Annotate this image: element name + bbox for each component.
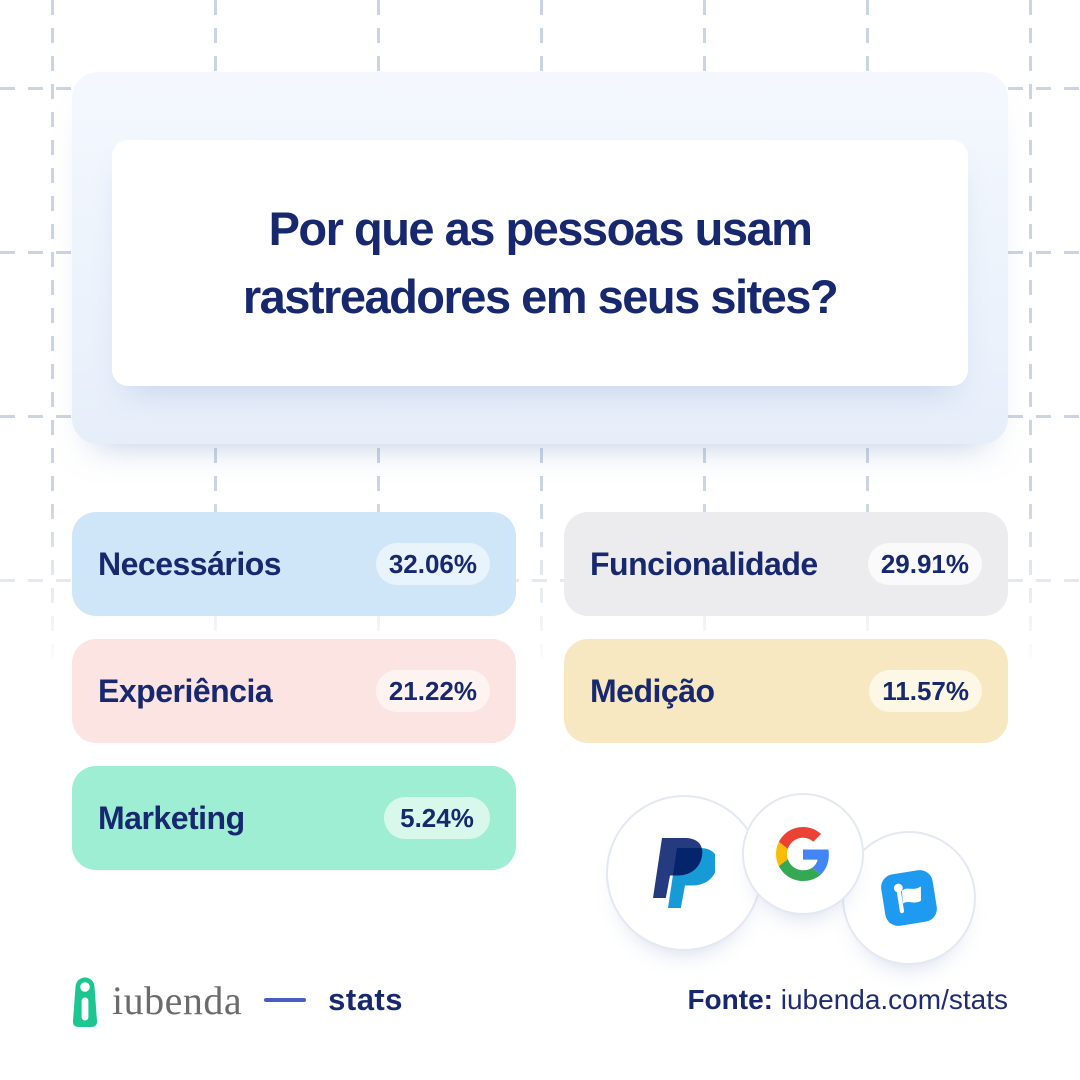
stat-value-badge: 5.24% (384, 797, 490, 839)
stat-card-medicao: Medição 11.57% (564, 639, 1008, 743)
flag-icon (881, 870, 937, 926)
iubenda-logo-icon (72, 977, 98, 1027)
title-line-1: Por que as pessoas usam (268, 202, 813, 255)
stat-value-badge: 11.57% (869, 670, 982, 712)
stats-grid: Necessários 32.06% Funcionalidade 29.91%… (72, 512, 1008, 965)
stat-label: Medição (590, 672, 715, 709)
flag-logo-circle (842, 831, 976, 965)
source-url: iubenda.com/stats (780, 984, 1008, 1015)
stat-card-marketing: Marketing 5.24% (72, 766, 516, 870)
stat-label: Funcionalidade (590, 545, 818, 582)
paypal-logo-circle (606, 795, 762, 951)
source-label: Fonte: (687, 984, 773, 1015)
stat-card-experiencia: Experiência 21.22% (72, 639, 516, 743)
stat-value-badge: 32.06% (375, 543, 490, 585)
stat-label: Marketing (98, 799, 245, 836)
stat-value-badge: 21.22% (375, 670, 490, 712)
brand-divider (264, 998, 307, 1002)
title-line-2: rastreadores em seus sites? (242, 270, 839, 323)
question-card: Por que as pessoas usam rastreadores em … (112, 140, 968, 386)
stat-label: Necessários (98, 545, 282, 582)
google-icon (776, 827, 829, 881)
google-logo-circle (742, 793, 864, 915)
stat-value-badge: 29.91% (867, 543, 982, 585)
paypal-icon (653, 838, 715, 908)
stat-card-funcionalidade: Funcionalidade 29.91% (564, 512, 1008, 616)
stat-card-necessarios: Necessários 32.06% (72, 512, 516, 616)
hero-section: Por que as pessoas usam rastreadores em … (72, 72, 1008, 444)
stat-label: Experiência (98, 672, 273, 709)
footer: iubenda stats Fonte: iubenda.com/stats (72, 958, 1008, 1042)
iubenda-wordmark: iubenda (112, 977, 243, 1023)
source-text: Fonte: iubenda.com/stats (687, 984, 1008, 1016)
stats-wordmark: stats (328, 982, 403, 1017)
tracker-logos-cluster (564, 766, 1008, 965)
iubenda-brand: iubenda stats (72, 972, 403, 1028)
page-title: Por que as pessoas usam rastreadores em … (242, 195, 839, 331)
